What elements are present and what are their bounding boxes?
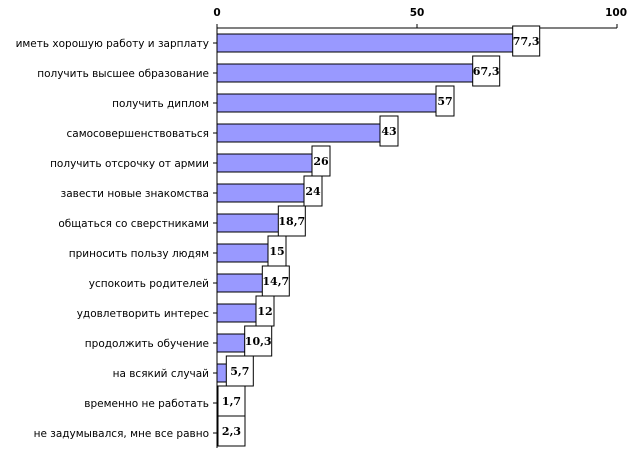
bar xyxy=(216,153,322,173)
bars xyxy=(216,33,527,443)
bar xyxy=(216,33,527,53)
data-label: 57 xyxy=(437,95,452,108)
category-labels: иметь хорошую работу и зарплату получить … xyxy=(16,38,210,440)
category-label: удовлетворить интерес xyxy=(77,308,210,320)
data-label: 15 xyxy=(269,245,284,258)
data-label-box xyxy=(472,55,501,87)
category-label: приносить пользу людям xyxy=(69,248,209,260)
data-label: 2,3 xyxy=(222,425,241,438)
data-label-box xyxy=(435,85,455,117)
data-label: 67,3 xyxy=(473,65,500,78)
category-label: на всякий случай xyxy=(113,368,209,380)
value-labels: 77,3 67,3 57 43 26 24 18,7 15 14,7 12 10,3 5,7 1,7 2,… xyxy=(217,25,541,447)
data-label: 26 xyxy=(313,155,329,168)
x-tick-label: 0 xyxy=(213,7,220,19)
category-label: не задумывался, мне все равно xyxy=(34,428,209,440)
data-label-box xyxy=(512,25,541,57)
data-label-box xyxy=(244,325,273,357)
x-axis: 0 50 100 xyxy=(213,7,627,448)
data-label: 12 xyxy=(257,305,272,318)
category-label: общаться со сверстниками xyxy=(58,218,209,230)
bar xyxy=(216,93,446,113)
category-label: получить высшее образование xyxy=(37,68,209,80)
category-label: самосовершенствоваться xyxy=(66,128,209,140)
data-label-box xyxy=(261,265,290,297)
data-label-box xyxy=(303,175,323,207)
data-label-box xyxy=(225,355,254,387)
category-label: завести новые знакомства xyxy=(61,188,209,200)
category-label: успокоить родителей xyxy=(89,278,209,290)
data-label: 5,7 xyxy=(230,365,249,378)
data-label: 24 xyxy=(305,185,321,198)
category-label: получить диплом xyxy=(112,98,209,110)
data-label: 18,7 xyxy=(278,215,305,228)
category-label: иметь хорошую работу и зарплату xyxy=(16,38,209,50)
bar xyxy=(216,183,314,203)
category-label: продолжить обучение xyxy=(85,338,209,350)
category-label: получить отсрочку от армии xyxy=(50,158,209,170)
data-label-box xyxy=(217,415,246,447)
category-label: временно не работать xyxy=(84,398,209,410)
x-tick-label: 100 xyxy=(605,7,627,19)
data-label: 43 xyxy=(381,125,396,138)
x-tick-label: 50 xyxy=(410,7,425,19)
data-label: 14,7 xyxy=(262,275,289,288)
data-label-box xyxy=(379,115,399,147)
data-label: 10,3 xyxy=(245,335,272,348)
bar xyxy=(216,123,390,143)
data-label-box xyxy=(277,205,306,237)
data-label: 77,3 xyxy=(513,35,540,48)
bar xyxy=(216,63,487,83)
data-label: 1,7 xyxy=(222,395,241,408)
